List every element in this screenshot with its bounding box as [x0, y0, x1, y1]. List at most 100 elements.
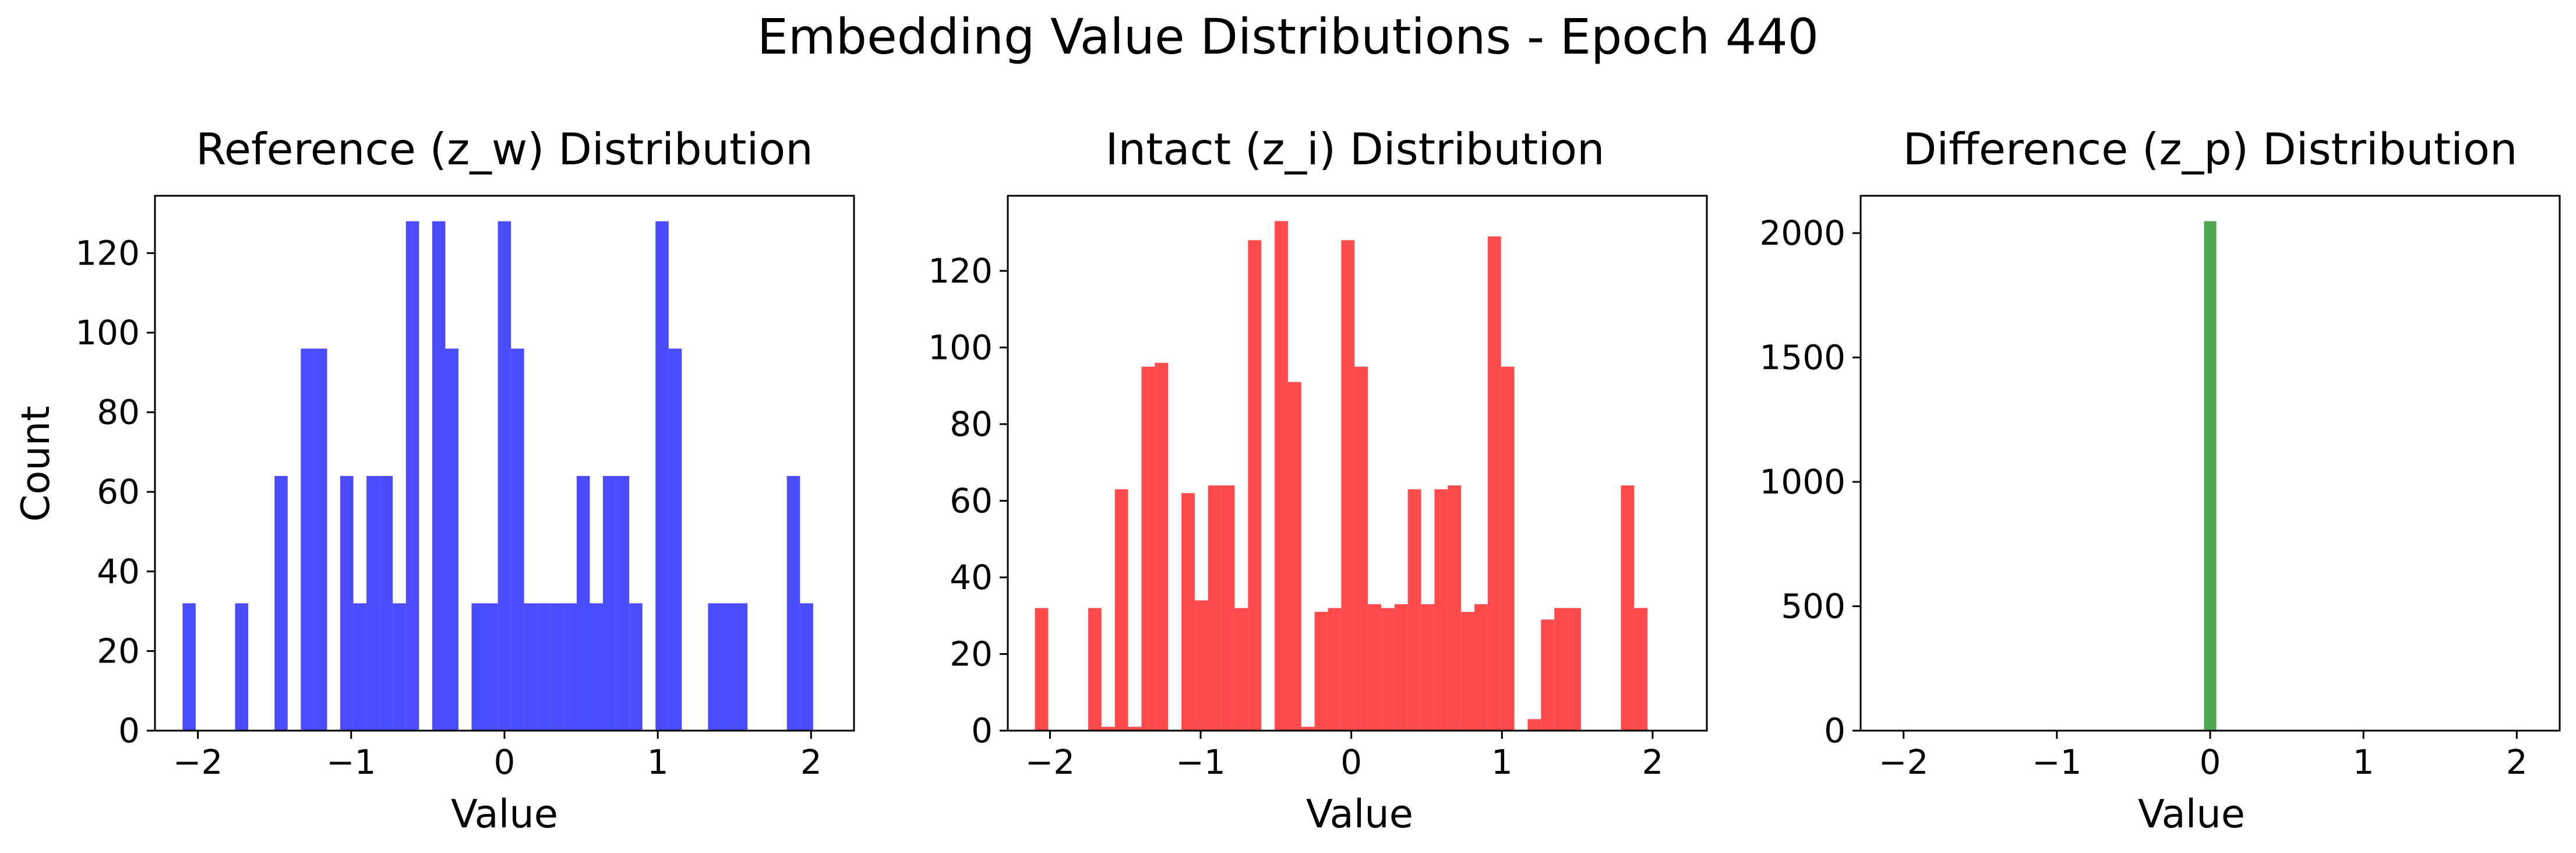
- histogram-bar: [1407, 489, 1421, 731]
- histogram-bar: [734, 603, 748, 731]
- histogram-bar: [1554, 608, 1568, 731]
- y-tick-label: 100: [75, 313, 140, 353]
- y-tick-label: 20: [97, 631, 140, 671]
- x-tick-label: −1: [326, 742, 376, 782]
- histogram-bar: [1248, 240, 1262, 731]
- histogram-bar: [1354, 366, 1368, 731]
- x-tick-label: −2: [1025, 742, 1075, 782]
- histogram-bar: [313, 348, 327, 731]
- histogram-panel-difference: Difference (z_p) Distribution −2 −1 0 1 2 0 50…: [1759, 124, 2561, 837]
- x-tick-label: −1: [1176, 742, 1226, 782]
- bars: [1035, 221, 1648, 731]
- histogram-bar: [1287, 382, 1301, 731]
- histogram-bar: [274, 475, 288, 731]
- y-tick-label: 40: [950, 558, 993, 597]
- histogram-panel-reference: Reference (z_w) Distribution −2 −1 0 1 20204…: [13, 124, 855, 837]
- histogram-bar: [445, 348, 458, 731]
- histogram-bar: [497, 221, 511, 731]
- y-tick-label: 500: [1781, 587, 1845, 626]
- y-tick-label: 40: [97, 552, 140, 591]
- histogram-bar: [471, 603, 485, 731]
- histogram-bar: [1088, 608, 1102, 731]
- histogram-bar: [432, 221, 446, 731]
- bars: [182, 221, 813, 731]
- histogram-bar: [1035, 608, 1049, 731]
- y-tick-label: 2000: [1759, 213, 1845, 253]
- histogram-bar: [655, 221, 669, 731]
- y-tick-label: 60: [97, 472, 140, 512]
- x-axis-label: Value: [1306, 791, 1413, 837]
- y-tick-label: 20: [950, 634, 993, 674]
- histogram-bar: [1541, 619, 1555, 731]
- histogram-bar: [1621, 485, 1635, 731]
- histogram-bar: [1634, 608, 1648, 731]
- histogram-bar: [2204, 221, 2217, 731]
- histogram-bar: [340, 475, 354, 731]
- histogram-bar: [379, 475, 393, 731]
- histogram-bar: [1155, 362, 1169, 731]
- histogram-bar: [1434, 489, 1448, 731]
- x-tick-label: 2: [800, 742, 822, 782]
- x-tick-label: 1: [2353, 742, 2374, 782]
- histogram-panel-intact: Intact (z_i) Distribution −2 −1 0 1 20204060…: [928, 124, 1708, 837]
- y-tick-label: 60: [950, 481, 993, 520]
- histogram-bar: [1181, 493, 1195, 731]
- histogram-bar: [1568, 608, 1581, 731]
- panel-title: Reference (z_w) Distribution: [196, 124, 813, 175]
- histogram-bar: [1394, 604, 1408, 731]
- x-axis-label: Value: [2138, 791, 2245, 837]
- histogram-bar: [537, 603, 551, 731]
- histogram-bar: [590, 603, 604, 731]
- y-tick-label: 80: [97, 393, 140, 432]
- histogram-bar: [235, 603, 249, 731]
- histogram-bar: [1275, 221, 1288, 731]
- histogram-bar: [1328, 608, 1342, 731]
- y-axis-label: Count: [13, 406, 58, 522]
- histogram-bar: [550, 603, 564, 731]
- histogram-bar: [353, 603, 367, 731]
- histogram-bar: [1368, 604, 1381, 731]
- panel-title: Intact (z_i) Distribution: [1105, 124, 1604, 175]
- bars: [2204, 221, 2217, 731]
- histogram-bar: [1501, 366, 1515, 731]
- y-tick-label: 120: [75, 233, 140, 273]
- x-tick-label: 0: [2200, 742, 2221, 782]
- y-tick-label: 1500: [1759, 338, 1845, 378]
- histogram-bar: [405, 221, 419, 731]
- histogram-bar: [1314, 612, 1328, 731]
- x-tick-label: 0: [1340, 742, 1362, 782]
- histogram-bar: [393, 603, 406, 731]
- x-tick-label: 1: [1491, 742, 1513, 782]
- panel-title: Difference (z_p) Distribution: [1903, 124, 2518, 175]
- y-tick-label: 0: [1824, 711, 1845, 750]
- x-tick-label: 2: [1642, 742, 1663, 782]
- histogram-bar: [1221, 485, 1235, 731]
- histogram-bar: [1114, 489, 1128, 731]
- histogram-bar: [1194, 600, 1208, 731]
- histogram-bar: [1381, 608, 1395, 731]
- x-tick-label: 1: [647, 742, 669, 782]
- histogram-bar: [485, 603, 498, 731]
- histogram-bar: [511, 348, 524, 731]
- plot-frame: [1007, 195, 1708, 732]
- histogram-bar: [668, 348, 682, 731]
- histogram-bar: [1101, 727, 1115, 731]
- histogram-bar: [563, 603, 577, 731]
- histogram-bar: [1461, 612, 1474, 731]
- y-tick-label: 1000: [1759, 462, 1845, 502]
- histogram-bar: [1527, 719, 1541, 731]
- histogram-bar: [301, 348, 314, 731]
- histogram-bar: [721, 603, 735, 731]
- histogram-bar: [182, 603, 196, 731]
- histogram-bar: [1301, 727, 1315, 731]
- y-tick-label: 0: [971, 711, 993, 750]
- y-tick-label: 80: [950, 404, 993, 444]
- histogram-bar: [603, 475, 616, 731]
- histogram-bar: [1474, 604, 1488, 731]
- y-tick-label: 0: [118, 711, 140, 750]
- histogram-bar: [1421, 604, 1435, 731]
- x-tick-label: −1: [2032, 742, 2082, 782]
- x-tick-label: 0: [494, 742, 516, 782]
